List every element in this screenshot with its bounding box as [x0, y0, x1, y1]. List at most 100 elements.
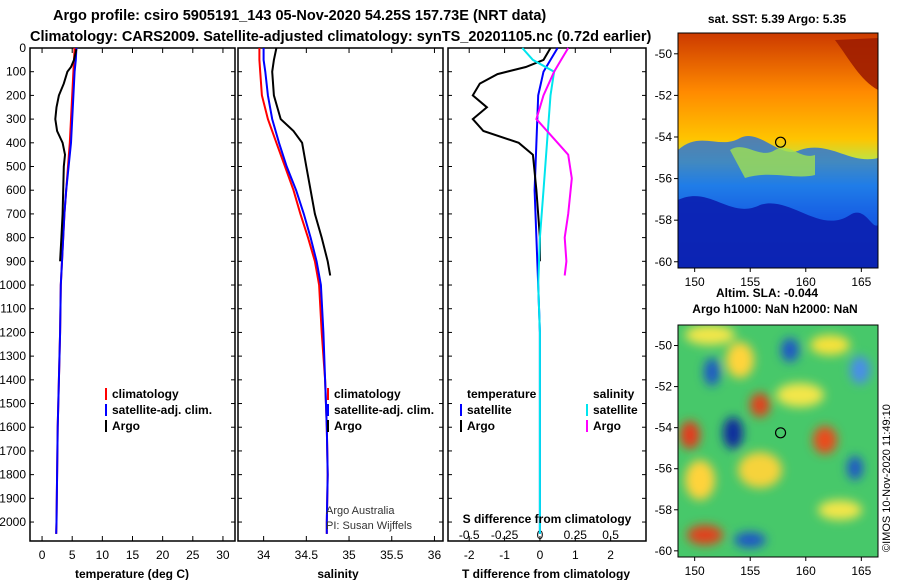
figure-title-line2: Climatology: CARS2009. Satellite-adjuste…: [30, 29, 651, 45]
x-tick-label: 34: [257, 548, 271, 562]
s-difference-label: S difference from climatology: [463, 512, 632, 526]
map-x-tick-label: 155: [740, 275, 760, 289]
temperature-series: [54, 47, 78, 534]
depth-tick-label: 500: [6, 160, 26, 174]
x-tick-label: 0: [537, 548, 544, 562]
depth-tick-label: 1500: [0, 397, 26, 411]
map-y-tick-label: -60: [655, 544, 673, 558]
x-tick-label: 35: [342, 548, 356, 562]
depth-tick-label: 2000: [0, 515, 26, 529]
sst-map-frame: [677, 32, 879, 269]
map-y-tick-label: -56: [655, 462, 673, 476]
depth-tick-label: 1400: [0, 373, 26, 387]
s-diff-tick-label: -0.25: [491, 528, 519, 542]
temperature-panel: 0100200300400500600700800900100011001200…: [0, 41, 236, 581]
legend-label-t-satellite: satellite: [467, 403, 512, 417]
map-y-tick-label: -54: [655, 130, 673, 144]
depth-tick-label: 600: [6, 183, 26, 197]
depth-tick-label: 1600: [0, 420, 26, 434]
legend-title-salinity: salinity: [593, 387, 635, 401]
difference-legend: temperature satellite Argo salinity sate…: [460, 387, 638, 433]
map-y-tick-label: -54: [655, 421, 673, 435]
depth-tick-label: 1100: [0, 302, 26, 316]
x-tick-label: 15: [126, 548, 140, 562]
sla-map-title: Altim. SLA: -0.044: [716, 286, 818, 300]
depth-tick-label: 0: [19, 41, 26, 55]
map-y-tick-label: -52: [655, 88, 673, 102]
map-x-tick-label: 150: [685, 275, 705, 289]
series-line-t-argo: [471, 47, 552, 262]
depth-tick-label: 1300: [0, 349, 26, 363]
s-diff-tick-label: 0.25: [564, 528, 588, 542]
x-tick-label: 0: [39, 548, 46, 562]
difference-panel: -2 -1 0 1 2 -0.5 -0.25 0 0.25 0.5 temperature sa…: [447, 47, 647, 581]
legend-label-s-argo: Argo: [593, 419, 621, 433]
float-position-marker: [774, 136, 787, 148]
sla-map-panel: Altim. SLA: -0.044 Argo h1000: NaN h2000…: [655, 286, 893, 578]
series-line-satellite-adj-clim-: [55, 47, 78, 534]
map-y-tick-label: -52: [655, 380, 673, 394]
sst-heatmap: [678, 33, 878, 268]
figure-title-line1: Argo profile: csiro 5905191_143 05-Nov-2…: [53, 8, 546, 24]
x-tick-label: 25: [186, 548, 200, 562]
salinity-legend: climatology satellite-adj. clim. Argo: [327, 387, 434, 433]
salinity-panel: 34 34.5 35 35.5 36 climatology satellite-adj…: [237, 47, 444, 581]
x-tick-label: 5: [69, 548, 76, 562]
t-difference-label: T difference from climatology: [462, 567, 630, 580]
salinity-series: [258, 47, 332, 534]
depth-axis: 0 100 200 300 400 500 600 700 800 900 1000 1100 1200…: [0, 41, 34, 529]
depth-tick-label: 900: [6, 254, 26, 268]
credit-annotation-line2: PI: Susan Wijffels: [326, 520, 412, 532]
temperature-legend: climatology satellite-adj. clim. Argo: [105, 387, 212, 433]
legend-title-temperature: temperature: [467, 387, 537, 401]
sst-map-y-axis: -50 -52 -54 -56 -58 -60: [655, 47, 678, 269]
s-diff-tick-label: -0.5: [459, 528, 480, 542]
map-x-tick-label: 165: [851, 275, 871, 289]
depth-tick-label: 1200: [0, 325, 26, 339]
series-line-satellite-adj-clim-: [262, 48, 329, 534]
temperature-plot-frame: [29, 47, 236, 542]
map-x-tick-label: 160: [796, 564, 816, 578]
map-x-tick-label: 155: [740, 564, 760, 578]
credit-annotation-line1: Argo Australia: [326, 505, 395, 517]
s-diff-tick-label: 0.5: [602, 528, 619, 542]
sla-map-x-axis: 150 155 160 165: [685, 557, 872, 578]
legend-label-s-satellite: satellite: [593, 403, 638, 417]
series-line-s-argo: [535, 47, 573, 276]
map-y-tick-label: -60: [655, 255, 673, 269]
depth-tick-label: 1000: [0, 278, 26, 292]
legend-label-climatology: climatology: [112, 387, 179, 401]
x-tick-label: 36: [428, 548, 442, 562]
map-y-tick-label: -58: [655, 503, 673, 517]
map-x-tick-label: 165: [851, 564, 871, 578]
depth-tick-label: 1800: [0, 468, 26, 482]
series-line-argo: [271, 47, 332, 276]
difference-series: [471, 47, 573, 534]
depth-tick-label: 300: [6, 112, 26, 126]
x-tick-label: 10: [96, 548, 110, 562]
map-x-tick-label: 160: [796, 275, 816, 289]
x-tick-label: 1: [572, 548, 579, 562]
float-position-marker: [774, 427, 787, 439]
depth-tick-label: 800: [6, 231, 26, 245]
difference-x-axis: -2 -1 0 1 2: [448, 47, 646, 562]
map-y-tick-label: -50: [655, 339, 673, 353]
map-x-tick-label: 150: [685, 564, 705, 578]
depth-tick-label: 1700: [0, 444, 26, 458]
sla-map-subtitle: Argo h1000: NaN h2000: NaN: [692, 302, 857, 316]
salinity-x-axis: 34 34.5 35 35.5 36: [238, 47, 443, 562]
legend-label-argo: Argo: [112, 419, 140, 433]
x-tick-label: 2: [607, 548, 614, 562]
salinity-plot-frame: [237, 47, 444, 542]
legend-label-climatology: climatology: [334, 387, 401, 401]
x-tick-label: 34.5: [295, 548, 319, 562]
sla-map-y-axis: -50 -52 -54 -56 -58 -60: [655, 339, 678, 558]
x-tick-label: 30: [216, 548, 230, 562]
x-tick-label: -1: [499, 548, 510, 562]
s-diff-tick-label: 0: [537, 528, 544, 542]
depth-tick-label: 200: [6, 88, 26, 102]
sst-map-panel: sat. SST: 5.39 Argo: 5.35 150 155 160 165 -…: [655, 12, 879, 289]
salinity-x-label: salinity: [317, 567, 359, 580]
